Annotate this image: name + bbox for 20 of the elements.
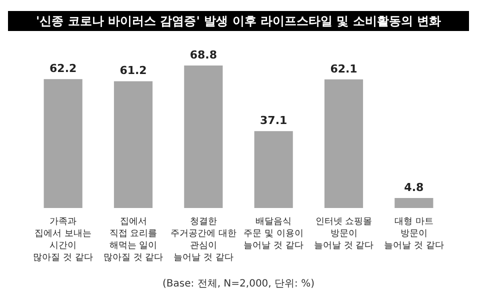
bar — [394, 198, 434, 208]
x-tick-label: 인터넷 쇼핑몰 방문이 늘어날 것 같다 — [314, 217, 374, 251]
bar — [184, 65, 223, 208]
text: (Base: 전체, N=2,000, 단위: %) — [162, 278, 315, 290]
data-label: 4.8 — [404, 181, 424, 194]
x-tick-label: 배달음식 주문 및 이용이 늘어날 것 같다 — [244, 217, 304, 251]
bar — [324, 79, 364, 208]
data-label: 37.1 — [260, 114, 288, 128]
data-label: 62.1 — [330, 62, 358, 76]
bar — [44, 79, 82, 208]
bar — [254, 131, 293, 208]
data-label: 62.2 — [50, 62, 77, 76]
data-label: 68.8 — [190, 48, 217, 62]
chart-title: '신종 코로나 바이러스 감염증' 발생 이후 라이프스타일 및 소비활동의 변화 — [36, 14, 441, 28]
bar — [114, 81, 153, 208]
x-tick-label: 대형 마트 방문이 늘어날 것 같다 — [384, 217, 444, 251]
x-tick-label: 청결한 주거공간에 대한 관심이 늘어날 것 같다 — [170, 217, 236, 263]
data-label: 61.2 — [120, 64, 147, 78]
x-tick-label: 가족과 집에서 보내는 시간이 많아질 것 같다 — [33, 217, 93, 263]
x-tick-label: 집에서 직접 요리를 해먹는 일이 많아질 것 같다 — [103, 217, 164, 263]
